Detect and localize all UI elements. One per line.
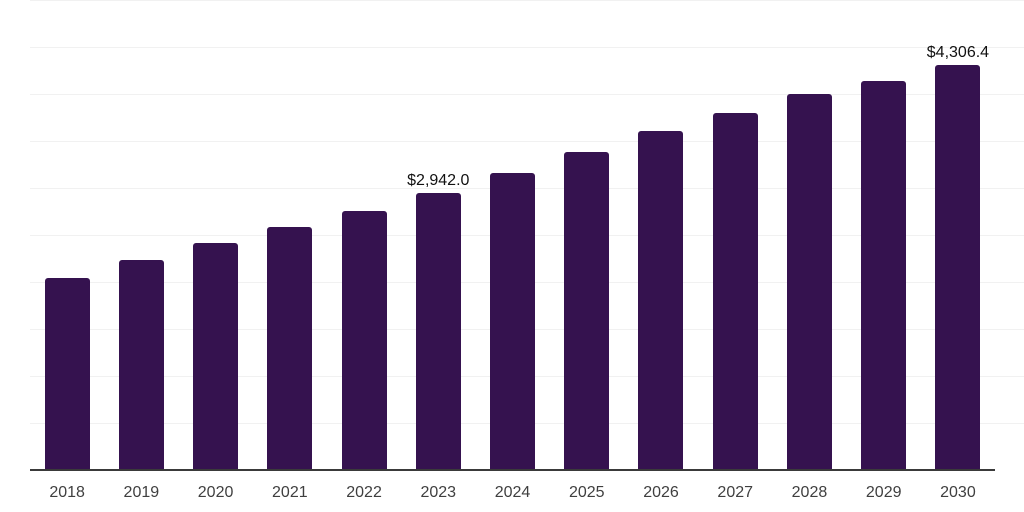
x-axis-line — [30, 469, 995, 471]
bars-layer: $2,942.0 $4,306.4 — [30, 0, 995, 470]
bar-2020 — [193, 242, 239, 470]
bar-column — [30, 0, 104, 470]
bar-2024 — [490, 172, 536, 470]
bar-2018 — [44, 277, 90, 470]
x-tick-label: 2026 — [643, 484, 679, 501]
bar-2027 — [712, 112, 758, 470]
x-tick-label: 2021 — [272, 484, 308, 501]
bar-column — [624, 0, 698, 470]
x-tick-label: 2028 — [791, 484, 828, 501]
bar-2021 — [267, 226, 313, 470]
bar-2030 — [935, 65, 981, 470]
bar-column: $4,306.4 — [921, 0, 995, 470]
bar-2022 — [341, 211, 387, 470]
x-tick-label: 2023 — [420, 484, 457, 501]
x-axis-labels: 2018 2019 2020 2021 2022 2023 2024 2025 2026 2027… — [30, 484, 995, 502]
bar-value-label: $2,942.0 — [407, 171, 470, 189]
x-tick-label: 2025 — [568, 484, 605, 501]
bar-column — [698, 0, 772, 470]
x-tick-label: 2029 — [865, 484, 902, 501]
bar-2025 — [564, 151, 610, 470]
x-tick-label: 2019 — [123, 484, 160, 501]
bar-2023 — [415, 193, 461, 470]
x-tick-label: 2020 — [197, 484, 234, 501]
bar-column — [327, 0, 401, 470]
bar-2029 — [861, 80, 907, 470]
bar-column — [772, 0, 846, 470]
bar-column — [104, 0, 178, 470]
bar-column — [178, 0, 252, 470]
bar-column — [847, 0, 921, 470]
bar-2019 — [118, 259, 164, 470]
bar-column — [475, 0, 549, 470]
x-tick-label: 2022 — [346, 484, 382, 501]
bar-value-label: $4,306.4 — [926, 43, 990, 61]
x-tick-label: 2024 — [494, 484, 531, 501]
x-tick-label: 2030 — [940, 484, 976, 501]
bar-column — [550, 0, 624, 470]
bar-2028 — [786, 94, 832, 470]
bar-2026 — [638, 131, 684, 470]
x-tick-label: 2027 — [717, 484, 754, 501]
x-tick-label: 2018 — [49, 484, 85, 501]
bar-column — [253, 0, 327, 470]
bar-column: $2,942.0 — [401, 0, 475, 470]
